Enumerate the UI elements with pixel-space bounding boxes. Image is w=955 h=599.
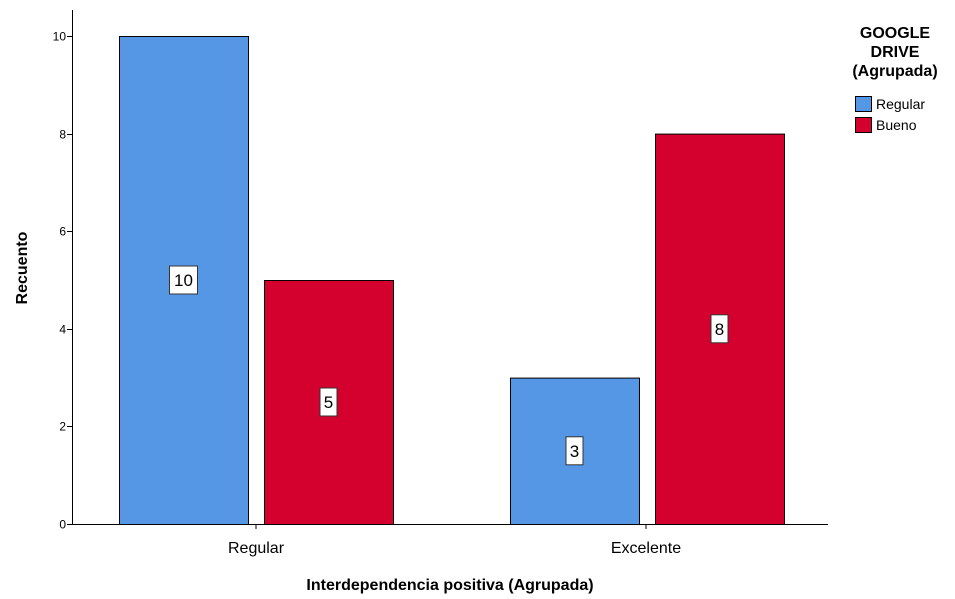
- legend-swatch: [855, 117, 872, 133]
- y-tick-label: 2: [59, 420, 66, 434]
- legend: GOOGLE DRIVE (Agrupada) Regular Bueno: [852, 25, 938, 133]
- x-category-label: Excelente: [611, 540, 681, 557]
- data-label-box: [169, 265, 198, 295]
- legend-swatch: [855, 96, 872, 112]
- data-label: 5: [324, 393, 333, 412]
- legend-items: Regular Bueno: [855, 96, 925, 133]
- data-label: 10: [174, 271, 193, 290]
- y-tick-label: 4: [59, 323, 66, 337]
- legend-title-line-3: (Agrupada): [852, 63, 937, 80]
- x-axis-title: Interdependencia positiva (Agrupada): [306, 577, 593, 594]
- legend-title-line-2: DRIVE: [871, 44, 920, 61]
- y-tick-label: 10: [53, 30, 67, 44]
- data-label-box: [319, 387, 338, 417]
- data-label: 3: [570, 442, 579, 461]
- data-label-box: [565, 436, 584, 466]
- data-labels: 10 3 5 8: [169, 265, 729, 466]
- y-tick-label: 0: [59, 518, 66, 532]
- data-label: 8: [715, 320, 724, 339]
- x-category-label: Regular: [228, 540, 285, 557]
- y-tick-label: 6: [59, 225, 66, 239]
- bars: [119, 36, 785, 525]
- x-axis-categories: Regular Excelente: [228, 524, 681, 557]
- legend-label: Regular: [876, 96, 925, 112]
- data-label-box: [710, 314, 729, 344]
- y-tick-label: 8: [59, 128, 66, 142]
- y-axis-title: Recuento: [14, 231, 31, 304]
- y-axis-ticks: 0 2 4 6 8 10: [53, 30, 72, 532]
- legend-label: Bueno: [876, 117, 917, 133]
- legend-title-line-1: GOOGLE: [860, 25, 931, 42]
